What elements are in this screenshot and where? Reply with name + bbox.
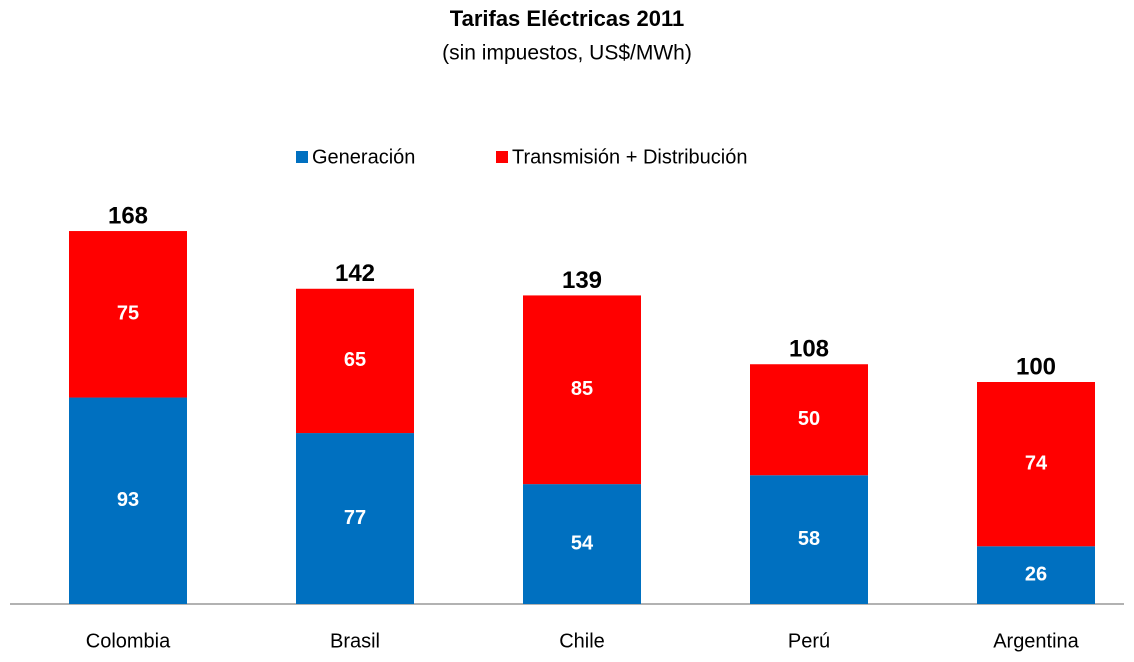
bar-segment bbox=[750, 364, 868, 476]
x-tick-label: Perú bbox=[788, 630, 830, 652]
data-label: 74 bbox=[1025, 452, 1048, 474]
data-label: 93 bbox=[117, 489, 139, 511]
legend-swatch bbox=[296, 151, 308, 163]
x-tick-label: Argentina bbox=[993, 630, 1079, 652]
data-label: 65 bbox=[344, 349, 366, 371]
data-label: 26 bbox=[1025, 563, 1047, 585]
data-label: 75 bbox=[117, 303, 139, 325]
total-label: 139 bbox=[562, 267, 602, 294]
bar-segment bbox=[69, 397, 187, 604]
legend-label: Generación bbox=[312, 146, 415, 168]
x-tick-label: Brasil bbox=[330, 630, 380, 652]
total-label: 108 bbox=[789, 336, 829, 363]
bar-segment bbox=[296, 433, 414, 604]
bar-segment bbox=[69, 231, 187, 398]
total-label: 142 bbox=[335, 260, 375, 287]
bar-segment bbox=[977, 382, 1095, 547]
x-tick-label: Chile bbox=[559, 630, 605, 652]
bar-segment bbox=[523, 484, 641, 604]
data-label: 50 bbox=[798, 408, 820, 430]
bar-segment bbox=[523, 295, 641, 485]
legend-swatch bbox=[496, 151, 508, 163]
data-label: 58 bbox=[798, 528, 820, 550]
data-label: 85 bbox=[571, 378, 593, 400]
legend-label: Transmisión + Distribución bbox=[512, 146, 747, 168]
chart-subtitle: (sin impuestos, US$/MWh) bbox=[442, 42, 692, 65]
chart-title: Tarifas Eléctricas 2011 bbox=[450, 6, 684, 31]
x-tick-label: Colombia bbox=[86, 630, 171, 652]
total-label: 100 bbox=[1016, 353, 1056, 380]
bar-segment bbox=[750, 475, 868, 604]
bar-segment bbox=[296, 288, 414, 434]
data-label: 77 bbox=[344, 507, 366, 529]
total-label: 168 bbox=[108, 202, 148, 229]
bar-segment bbox=[977, 546, 1095, 604]
data-label: 54 bbox=[571, 532, 594, 554]
